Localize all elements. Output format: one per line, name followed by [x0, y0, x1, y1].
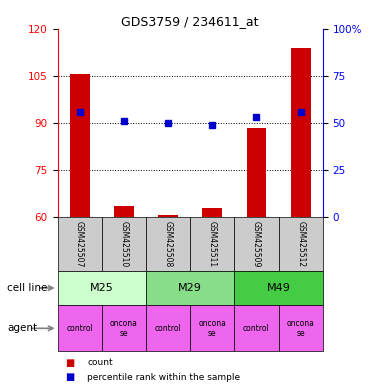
Text: GSM425509: GSM425509: [252, 221, 261, 267]
FancyBboxPatch shape: [279, 217, 323, 271]
FancyBboxPatch shape: [190, 305, 234, 351]
Bar: [291, 48, 311, 217]
FancyBboxPatch shape: [58, 271, 146, 305]
Text: oncona
se: oncona se: [198, 319, 226, 338]
Text: control: control: [66, 324, 93, 333]
Bar: [158, 215, 178, 217]
Text: control: control: [243, 324, 270, 333]
FancyBboxPatch shape: [102, 305, 146, 351]
Text: M25: M25: [90, 283, 114, 293]
FancyBboxPatch shape: [58, 305, 102, 351]
Text: cell line: cell line: [7, 283, 48, 293]
Text: agent: agent: [7, 323, 37, 333]
FancyBboxPatch shape: [146, 305, 190, 351]
Text: M29: M29: [178, 283, 202, 293]
Text: oncona
se: oncona se: [110, 319, 138, 338]
Bar: [70, 74, 89, 217]
Text: percentile rank within the sample: percentile rank within the sample: [87, 372, 240, 382]
Bar: [202, 208, 222, 217]
FancyBboxPatch shape: [102, 217, 146, 271]
Text: control: control: [155, 324, 181, 333]
Text: ■: ■: [65, 372, 74, 382]
Title: GDS3759 / 234611_at: GDS3759 / 234611_at: [121, 15, 259, 28]
FancyBboxPatch shape: [234, 271, 323, 305]
FancyBboxPatch shape: [190, 217, 234, 271]
Bar: [114, 206, 134, 217]
Text: ■: ■: [65, 358, 74, 368]
FancyBboxPatch shape: [146, 271, 234, 305]
Text: GSM425512: GSM425512: [296, 221, 305, 267]
Text: GSM425508: GSM425508: [164, 221, 173, 267]
FancyBboxPatch shape: [146, 217, 190, 271]
Bar: [246, 127, 266, 217]
FancyBboxPatch shape: [58, 217, 102, 271]
Text: oncona
se: oncona se: [287, 319, 315, 338]
FancyBboxPatch shape: [279, 305, 323, 351]
FancyBboxPatch shape: [234, 305, 279, 351]
Text: GSM425511: GSM425511: [208, 221, 217, 267]
Text: count: count: [87, 358, 113, 367]
FancyBboxPatch shape: [234, 217, 279, 271]
Text: GSM425507: GSM425507: [75, 221, 84, 267]
Text: GSM425510: GSM425510: [119, 221, 128, 267]
Text: M49: M49: [267, 283, 290, 293]
